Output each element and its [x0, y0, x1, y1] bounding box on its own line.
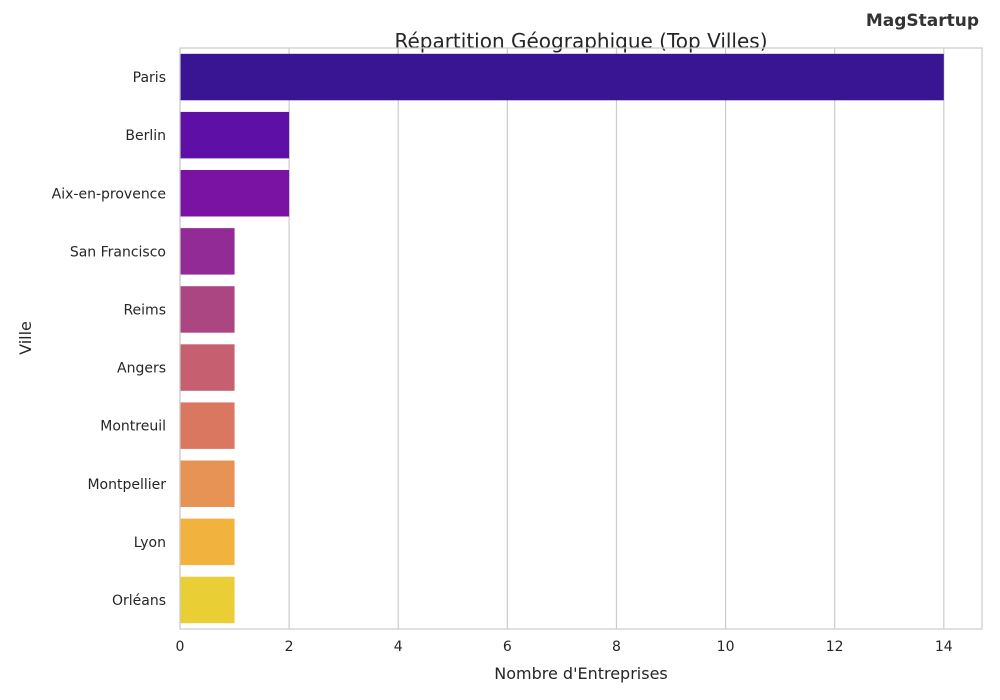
- y-tick-label: Reims: [123, 302, 166, 318]
- y-tick-label: Orléans: [112, 593, 166, 609]
- bar-san-francisco: [180, 228, 235, 275]
- bar-aix-en-provence: [180, 170, 290, 217]
- bar-angers: [180, 344, 235, 391]
- x-ticks: 0 2 4 6 8 10 12 14: [176, 639, 953, 655]
- y-tick-label: Angers: [117, 361, 166, 377]
- y-tick-label: Paris: [133, 70, 166, 86]
- bar-paris: [180, 53, 944, 101]
- chart-title: Répartition Géographique (Top Villes): [394, 29, 767, 53]
- grid-lines: [179, 48, 945, 629]
- bar-lyon: [180, 518, 235, 566]
- x-tick-label: 6: [503, 639, 512, 655]
- x-tick-label: 10: [717, 639, 735, 655]
- x-tick-label: 14: [935, 639, 953, 655]
- x-tick-label: 0: [176, 639, 185, 655]
- bar-montpellier: [180, 460, 235, 507]
- x-tick-label: 8: [612, 639, 621, 655]
- y-tick-label: Aix-en-provence: [52, 186, 166, 202]
- bars: [180, 53, 944, 624]
- x-tick-label: 4: [394, 639, 403, 655]
- brand-watermark: MagStartup: [865, 11, 979, 31]
- y-tick-label: Montreuil: [100, 419, 166, 435]
- bar-berlin: [180, 111, 290, 159]
- y-axis-label: Ville: [16, 321, 35, 355]
- y-tick-label: Lyon: [134, 535, 166, 551]
- y-tick-label: San Francisco: [70, 244, 166, 260]
- x-axis-label: Nombre d'Entreprises: [494, 664, 668, 683]
- bar-orl-ans: [180, 576, 235, 624]
- y-tick-label: Montpellier: [87, 477, 166, 493]
- bar-montreuil: [180, 402, 235, 449]
- x-tick-label: 12: [826, 639, 844, 655]
- y-ticks: Paris Berlin Aix-en-provence San Francisco R…: [52, 70, 167, 609]
- plot-frame: [179, 47, 983, 630]
- bar-reims: [180, 286, 235, 333]
- x-tick-label: 2: [285, 639, 294, 655]
- y-tick-label: Berlin: [125, 128, 166, 144]
